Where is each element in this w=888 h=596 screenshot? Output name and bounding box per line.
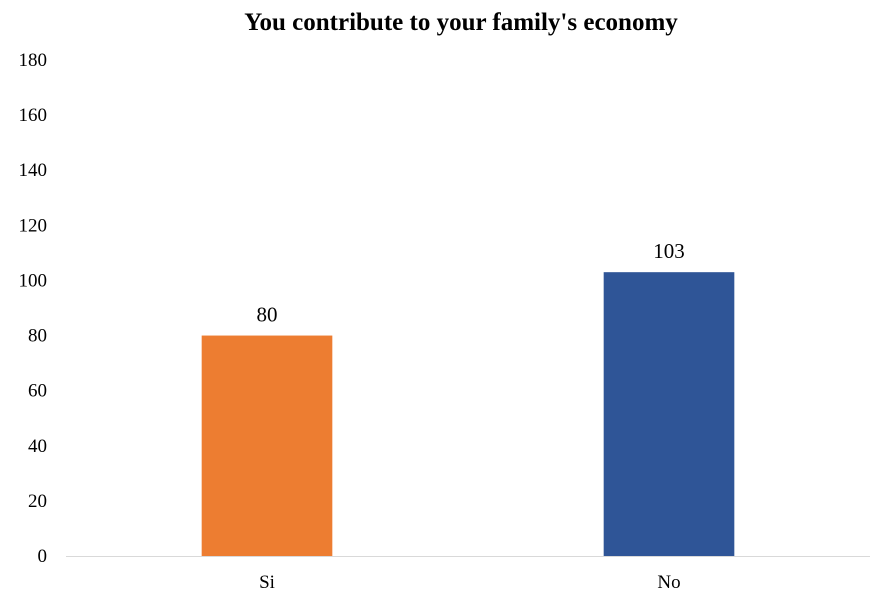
y-tick-label: 60 bbox=[28, 381, 47, 402]
y-tick-label: 100 bbox=[19, 270, 48, 291]
category-labels: Si No bbox=[259, 572, 681, 593]
data-label: 103 bbox=[653, 239, 685, 263]
data-label: 80 bbox=[257, 303, 278, 327]
y-tick-label: 40 bbox=[28, 436, 47, 457]
bar-si bbox=[201, 335, 333, 556]
y-tick-label: 180 bbox=[19, 50, 48, 71]
category-label: No bbox=[657, 572, 680, 593]
bar-no bbox=[603, 272, 735, 556]
bars bbox=[201, 272, 735, 556]
y-tick-label: 160 bbox=[19, 105, 48, 126]
data-labels: 80 103 bbox=[257, 239, 685, 326]
y-tick-label: 120 bbox=[19, 215, 48, 236]
y-tick-label: 20 bbox=[28, 491, 47, 512]
y-tick-label: 0 bbox=[38, 546, 48, 567]
y-tick-label: 80 bbox=[28, 326, 47, 347]
chart-title: You contribute to your family's economy bbox=[244, 9, 678, 36]
category-label: Si bbox=[259, 572, 275, 593]
y-axis-tick-labels: 0 20 40 60 80 100 120 140 160 180 bbox=[19, 50, 48, 567]
y-tick-label: 140 bbox=[19, 160, 48, 181]
